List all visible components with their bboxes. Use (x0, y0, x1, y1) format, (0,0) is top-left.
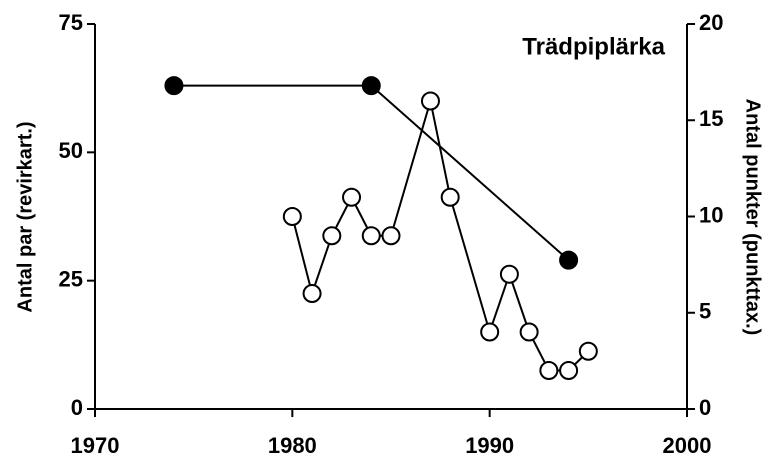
data-point (420, 91, 440, 111)
y2-axis-label: Antal punkter (punkttax.) (742, 99, 764, 336)
y2-tick-label: 15 (699, 106, 723, 131)
y-tick-label: 25 (59, 266, 83, 291)
y-tick-label: 50 (59, 138, 83, 163)
data-point (578, 341, 598, 361)
data-point (559, 361, 579, 380)
data-point (381, 226, 401, 246)
data-point (302, 284, 322, 303)
x-tick-label: 1970 (71, 433, 120, 458)
y-axis-label: Antal par (revirkart.) (14, 121, 36, 312)
x-tick-label: 2000 (663, 433, 712, 458)
data-point (480, 322, 500, 342)
y2-tick-label: 10 (699, 202, 723, 227)
data-point (519, 322, 539, 342)
data-point (164, 76, 184, 96)
data-point (342, 187, 362, 207)
y2-tick-label: 20 (699, 10, 723, 35)
y-tick-label: 0 (71, 395, 83, 420)
x-tick-label: 1980 (268, 433, 317, 458)
data-point (361, 76, 381, 96)
y2-tick-label: 0 (699, 395, 711, 420)
data-point (361, 226, 381, 246)
data-point (559, 250, 579, 270)
data-point (499, 264, 519, 284)
x-tick-label: 1990 (465, 433, 514, 458)
y-tick-label: 75 (59, 10, 83, 35)
y2-tick-label: 5 (699, 299, 711, 324)
data-point (539, 361, 559, 380)
data-point (322, 226, 342, 246)
chart-title: Trädpiplärka (522, 33, 665, 60)
data-point (440, 187, 460, 207)
data-point (282, 207, 302, 226)
